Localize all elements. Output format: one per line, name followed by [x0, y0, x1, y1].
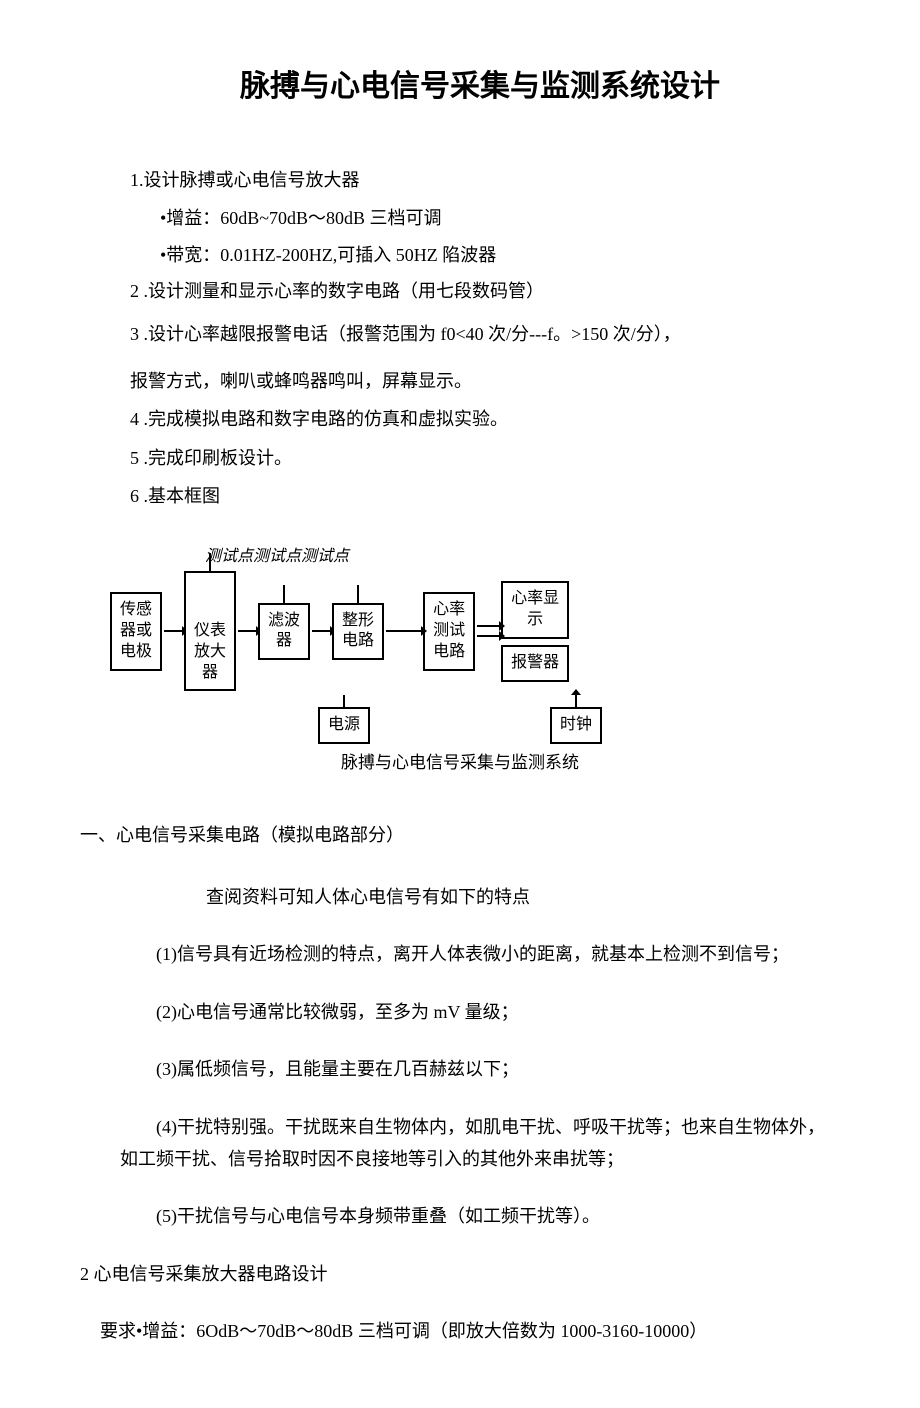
arrow-2	[238, 630, 256, 632]
req-item-3-cont: 报警方式，喇叭或蜂鸣器鸣叫，屏幕显示。	[130, 365, 840, 397]
section-1-intro: 查阅资料可知人体心电信号有如下的特点	[170, 881, 840, 913]
req-item-6: 6 .基本框图	[130, 480, 840, 512]
block-alarm: 报警器	[501, 645, 569, 682]
block-power: 电源	[318, 707, 370, 744]
req-item-5: 5 .完成印刷板设计。	[130, 442, 840, 474]
arrow-1	[164, 630, 182, 632]
req-sub-1-2: •带宽：0.01HZ-200HZ,可插入 50HZ 陷波器	[160, 239, 840, 271]
block-amplifier-label: 仪表 放大 器	[194, 622, 226, 681]
test-points-label: 测试点测试点测试点	[205, 543, 810, 572]
arrow-5a	[477, 625, 499, 627]
block-filter: 滤波 器	[258, 603, 310, 661]
block-sensor: 传感 器或 电极	[110, 592, 162, 670]
block-filter-label: 滤波 器	[268, 612, 300, 650]
section-1-p5: (5)干扰信号与心电信号本身频带重叠（如工频干扰等）。	[120, 1200, 840, 1232]
clock-arrow	[575, 695, 577, 707]
diagram-caption: 脉搏与心电信号采集与监测系统	[110, 748, 810, 779]
arrow-5b	[477, 635, 499, 637]
req-item-4: 4 .完成模拟电路和数字电路的仿真和虚拟实验。	[130, 403, 840, 435]
block-clock: 时钟	[550, 707, 602, 744]
block-diagram: 测试点测试点测试点 传感 器或 电极 ⏚ 仪表 放大 器 滤波 器 整形 电路 …	[110, 543, 810, 779]
arrow-4	[386, 630, 421, 632]
right-output-stack: 心率显 示 报警器	[501, 581, 569, 681]
req-sub-1-1: •增益：60dB~70dB～80dB 三档可调	[160, 202, 840, 234]
section-1-p2: (2)心电信号通常比较微弱，至多为 mV 量级；	[120, 996, 840, 1028]
diagram-bottom-row: 电源 时钟	[110, 695, 810, 744]
block-shaper-label: 整形 电路	[342, 612, 374, 650]
section-2-requirement: 要求•增益：6OdB～70dB～80dB 三档可调（即放大倍数为 1000-31…	[100, 1315, 840, 1347]
section-1-p3: (3)属低频信号，且能量主要在几百赫兹以下；	[120, 1053, 840, 1085]
req-item-1: 1.设计脉搏或心电信号放大器	[130, 164, 840, 196]
section-1-p4: (4)干扰特别强。干扰既来自生物体内，如肌电干扰、呼吸干扰等；也来自生物体外，如…	[120, 1111, 840, 1176]
block-amplifier: 仪表 放大 器	[184, 571, 236, 691]
document-title: 脉搏与心电信号采集与监测系统设计	[120, 60, 840, 114]
section-2-heading: 2 心电信号采集放大器电路设计	[80, 1258, 840, 1290]
req-item-3: 3 .设计心率越限报警电话（报警范围为 f0<40 次/分---f。>150 次…	[130, 318, 840, 350]
block-heartrate: 心率 测试 电路	[423, 592, 475, 670]
req-item-2: 2 .设计测量和显示心率的数字电路（用七段数码管）	[130, 275, 840, 307]
block-display: 心率显 示	[501, 581, 569, 639]
block-shaper: 整形 电路	[332, 603, 384, 661]
arrow-3	[312, 630, 330, 632]
section-1-p1: (1)信号具有近场检测的特点，离开人体表微小的距离，就基本上检测不到信号；	[120, 938, 840, 970]
requirements-list: 1.设计脉搏或心电信号放大器 •增益：60dB~70dB～80dB 三档可调 •…	[130, 164, 840, 513]
diagram-main-row: 传感 器或 电极 ⏚ 仪表 放大 器 滤波 器 整形 电路 心率 测试 电路 心…	[110, 571, 810, 691]
section-1-heading: 一、心电信号采集电路（模拟电路部分）	[80, 819, 840, 851]
power-connector	[343, 695, 345, 707]
